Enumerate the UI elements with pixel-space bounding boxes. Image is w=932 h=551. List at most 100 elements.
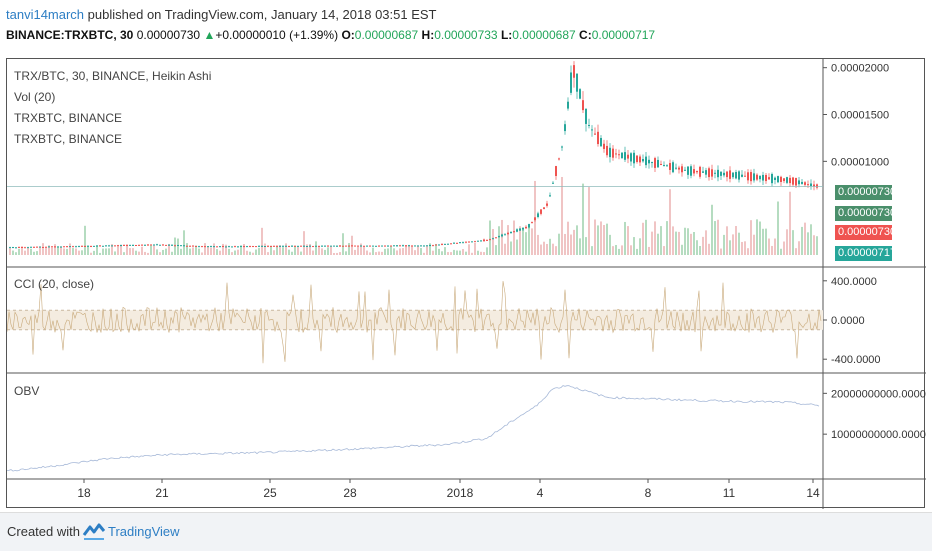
volume-bar xyxy=(579,238,581,255)
candle-body xyxy=(27,247,29,249)
obv-legend: OBV xyxy=(14,384,40,398)
chart-canvas[interactable]: 0.00002000 0.00001500 0.00001000 400.0000 0.… xyxy=(7,59,926,509)
volume-bar xyxy=(660,226,662,255)
candle-body xyxy=(261,245,263,247)
candle-body xyxy=(99,245,101,247)
volume-bar xyxy=(27,247,29,255)
volume-bar xyxy=(303,231,305,255)
close-value: 0.00000717 xyxy=(591,28,656,42)
candle-body xyxy=(291,245,293,247)
candle-body xyxy=(165,244,167,246)
volume-bar xyxy=(489,220,491,255)
volume-bar xyxy=(357,246,359,255)
volume-bar xyxy=(570,234,572,255)
publish-info: tanvi14march published on TradingView.co… xyxy=(6,7,437,22)
time-tick-label: 14 xyxy=(806,486,820,500)
candle-body xyxy=(81,245,83,247)
candle-body xyxy=(423,245,425,247)
candle-body xyxy=(33,246,35,248)
candle-body xyxy=(327,245,329,247)
candle-body xyxy=(792,177,794,185)
candle-body xyxy=(651,162,653,164)
candle-body xyxy=(453,242,455,244)
candle-body xyxy=(237,246,239,248)
volume-bar xyxy=(183,230,185,255)
volume-bar xyxy=(132,248,134,255)
volume-bar xyxy=(234,250,236,255)
candle-body xyxy=(63,246,65,248)
candle-body xyxy=(333,245,335,247)
volume-bar xyxy=(345,251,347,255)
author-link[interactable]: tanvi14march xyxy=(6,7,85,22)
candle-body xyxy=(354,245,356,247)
candle-body xyxy=(762,174,764,181)
volume-bar xyxy=(729,240,731,255)
candle-body xyxy=(498,235,500,237)
volume-bar xyxy=(789,191,791,255)
volume-bar xyxy=(213,243,215,255)
volume-bar xyxy=(690,233,692,255)
candle-body xyxy=(303,245,305,247)
time-tick-label: 18 xyxy=(77,486,91,500)
candle-body xyxy=(171,244,173,246)
volume-bar xyxy=(363,246,365,255)
volume-bar xyxy=(9,248,11,255)
candle-body xyxy=(477,240,479,242)
volume-bar xyxy=(264,243,266,255)
candle-body xyxy=(588,124,590,126)
volume-bar xyxy=(582,183,584,255)
candle-body xyxy=(351,245,353,247)
main-legend-volume: Vol (20) xyxy=(14,90,56,104)
candle-body xyxy=(201,246,203,248)
candle-body xyxy=(555,166,557,176)
candle-body xyxy=(429,245,431,247)
candle-body xyxy=(687,166,689,175)
candle-body xyxy=(561,146,563,148)
candle-body xyxy=(297,245,299,247)
volume-bar xyxy=(522,227,524,255)
candle-body xyxy=(681,166,683,173)
volume-bar xyxy=(603,225,605,255)
candle-body xyxy=(336,245,338,247)
candle-body xyxy=(606,145,608,156)
candle-body xyxy=(285,245,287,247)
chart-frame[interactable]: 0.00002000 0.00001500 0.00001000 400.0000 0.… xyxy=(6,58,926,509)
volume-bar xyxy=(801,226,803,255)
symbol-info: BINANCE:TRXBTC, 30 0.00000730 ▲+0.000000… xyxy=(6,28,655,42)
candle-body xyxy=(522,227,524,230)
volume-bar xyxy=(240,245,242,255)
candle-body xyxy=(732,172,734,178)
cci-legend: CCI (20, close) xyxy=(14,277,95,291)
candle-body xyxy=(774,177,776,181)
volume-bar xyxy=(486,247,488,255)
candle-body xyxy=(111,245,113,247)
volume-bar xyxy=(48,245,50,255)
volume-bar xyxy=(591,246,593,255)
volume-bar xyxy=(258,248,260,255)
volume-bar xyxy=(117,246,119,255)
volume-bar xyxy=(189,248,191,255)
volume-bar xyxy=(288,249,290,255)
candle-body xyxy=(243,246,245,248)
candle-body xyxy=(258,245,260,247)
candle-body xyxy=(642,159,644,162)
volume-bar xyxy=(339,252,341,255)
time-tick-label: 25 xyxy=(263,486,277,500)
candle-body xyxy=(465,241,467,243)
tradingview-brand-link[interactable]: TradingView xyxy=(108,524,180,539)
volume-bar xyxy=(504,243,506,255)
candle-body xyxy=(612,148,614,158)
volume-bar xyxy=(123,252,125,255)
volume-bar xyxy=(291,251,293,255)
volume-bar xyxy=(276,246,278,255)
main-legend-overlay-1: TRXBTC, BINANCE xyxy=(14,111,123,125)
volume-bar xyxy=(57,246,59,255)
cci-band xyxy=(7,310,823,330)
candle-body xyxy=(339,245,341,247)
candle-body xyxy=(747,172,749,181)
volume-bar xyxy=(726,226,728,255)
candle-body xyxy=(471,241,473,243)
candle-body xyxy=(168,244,170,246)
volume-bar xyxy=(327,247,329,255)
candle-body xyxy=(12,246,14,248)
